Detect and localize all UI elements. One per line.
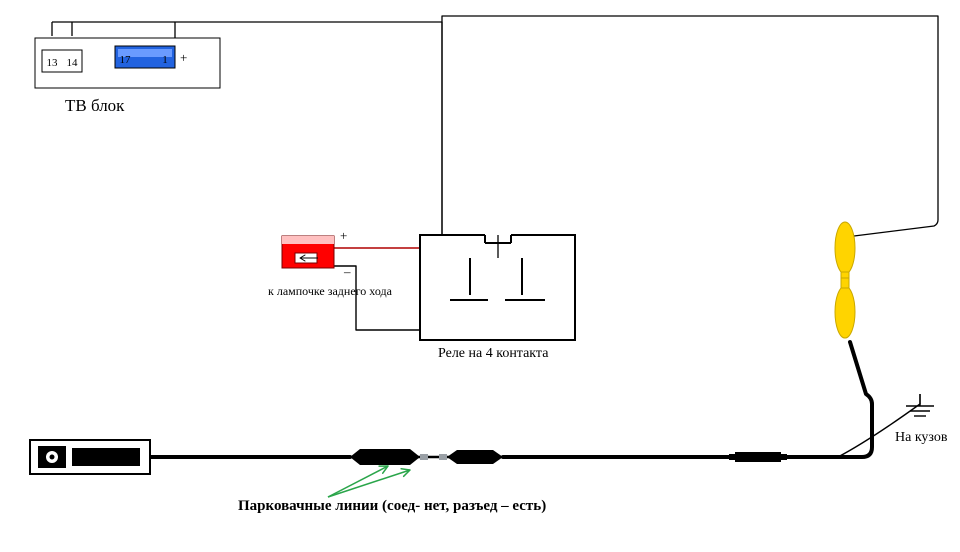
svg-text:1: 1 xyxy=(162,54,168,66)
svg-text:+: + xyxy=(180,50,187,65)
relay-label: Реле на 4 контакта xyxy=(438,346,548,362)
svg-text:+: + xyxy=(340,228,347,243)
svg-text:14: 14 xyxy=(67,57,79,69)
ground-label: На кузов xyxy=(895,430,948,446)
svg-text:–: – xyxy=(343,264,351,279)
svg-text:17: 17 xyxy=(120,54,132,66)
tv-block-label: ТВ блок xyxy=(65,96,124,116)
parking-lines-label: Парковачные линии (соед- нет, разъед – е… xyxy=(238,498,546,515)
wiring-diagram: 13 14 17 1 + + – xyxy=(0,0,960,552)
fuse-label: к лампочке заднего хода xyxy=(268,284,392,299)
svg-text:13: 13 xyxy=(47,57,59,69)
